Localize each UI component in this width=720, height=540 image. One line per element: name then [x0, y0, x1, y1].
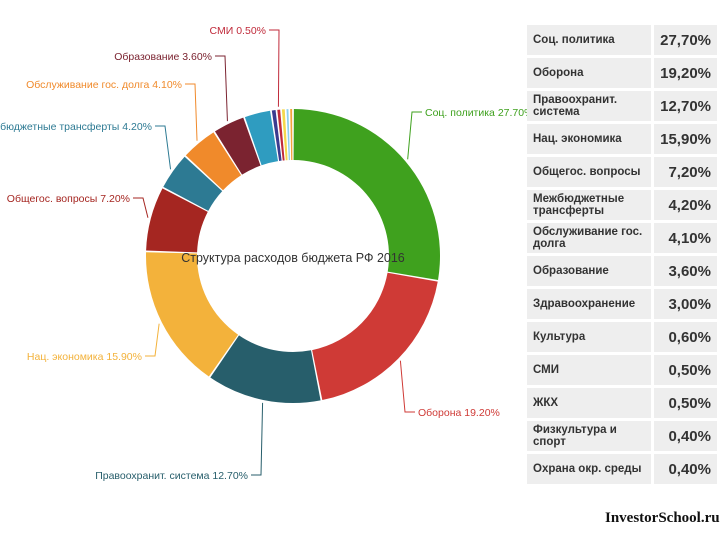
table-row: Правоохранит. система 12,70% — [527, 91, 717, 121]
row-name: СМИ — [527, 355, 652, 385]
chart-title: Структура расходов бюджета РФ 2016 — [181, 251, 405, 265]
table-row: Нац. экономика 15,90% — [527, 124, 717, 154]
row-name: Образование — [527, 256, 652, 286]
slice-оборона — [312, 272, 438, 401]
row-value: 3,60% — [651, 256, 717, 286]
slice-label-соц-политика: Соц. политика 27.70% — [425, 107, 533, 119]
row-name: Соц. политика — [527, 25, 652, 55]
slice-физкультура-и-спорт — [286, 109, 291, 161]
budget-table-body: Соц. политика 27,70% Оборона 19,20% Правоохр… — [527, 25, 717, 484]
budget-table: Соц. политика 27,70% Оборона 19,20% Правоохр… — [527, 22, 717, 487]
slice-labels: Соц. политика 27.70% Оборона 19.20% Правоо… — [0, 25, 533, 482]
slice-культура — [271, 110, 282, 162]
table-row: Образование 3,60% — [527, 256, 717, 286]
row-value: 19,20% — [651, 58, 717, 88]
table-row: Общегос. вопросы 7,20% — [527, 157, 717, 187]
leader-line-образование — [215, 55, 228, 122]
table-row: Физкультура и спорт 0,40% — [527, 421, 717, 451]
row-name: ЖКХ — [527, 388, 652, 418]
row-name: Культура — [527, 322, 652, 352]
slice-label-сми: СМИ 0.50% — [210, 25, 266, 37]
table-row: ЖКХ 0,50% — [527, 388, 717, 418]
slice-жкх — [281, 109, 288, 161]
leader-line-межбюджетные-трансферты — [155, 125, 172, 170]
table-row: Охрана окр. среды 0,40% — [527, 454, 717, 484]
row-value: 0,50% — [651, 388, 717, 418]
row-name: Здравоохранение — [527, 289, 652, 319]
leader-line-сми — [269, 29, 280, 107]
row-value: 0,40% — [651, 421, 717, 451]
table-row: Обслуживание гос. долга 4,10% — [527, 223, 717, 253]
leader-line-оборона — [399, 360, 415, 413]
row-name: Обслуживание гос. долга — [527, 223, 652, 253]
table-row: СМИ 0,50% — [527, 355, 717, 385]
row-value: 4,20% — [651, 190, 717, 220]
table-row: Здравоохранение 3,00% — [527, 289, 717, 319]
slice-label-правоохранит-система: Правоохранит. система 12.70% — [95, 470, 248, 482]
slice-охрана-окр-среды — [290, 109, 293, 161]
row-value: 0,60% — [651, 322, 717, 352]
leader-line-обслуживание-гос-долга — [185, 83, 198, 141]
leader-line-правоохранит-система — [251, 402, 264, 476]
slice-label-нац-экономика: Нац. экономика 15.90% — [27, 351, 142, 363]
donut-slices — [146, 109, 441, 403]
slice-общегос-вопросы — [146, 188, 208, 253]
leader-line-общегос-вопросы — [133, 197, 149, 218]
slice-label-обслуживание-гос-долга: Обслуживание гос. долга 4.10% — [26, 79, 182, 91]
table-row: Соц. политика 27,70% — [527, 25, 717, 55]
row-value: 27,70% — [651, 25, 717, 55]
leader-line-соц-политика — [407, 111, 422, 160]
row-value: 0,40% — [651, 454, 717, 484]
slice-нац-экономика — [146, 252, 239, 377]
table-row: Межбюджетные трансферты 4,20% — [527, 190, 717, 220]
watermark: InvestorSchool.ru — [605, 510, 720, 526]
row-name: Нац. экономика — [527, 124, 652, 154]
table-row: Культура 0,60% — [527, 322, 717, 352]
row-value: 0,50% — [651, 355, 717, 385]
row-name: Охрана окр. среды — [527, 454, 652, 484]
row-value: 15,90% — [651, 124, 717, 154]
row-value: 7,20% — [651, 157, 717, 187]
slice-здравоохранение — [244, 110, 279, 166]
slice-соц-политика — [293, 109, 441, 280]
row-name: Правоохранит. система — [527, 91, 652, 121]
slice-правоохранит-система — [210, 335, 321, 403]
table-row: Оборона 19,20% — [527, 58, 717, 88]
leader-line-нац-экономика — [145, 323, 160, 357]
row-name: Физкультура и спорт — [527, 421, 652, 451]
slice-label-оборона: Оборона 19.20% — [418, 407, 500, 419]
row-name: Оборона — [527, 58, 652, 88]
row-value: 3,00% — [651, 289, 717, 319]
row-value: 4,10% — [651, 223, 717, 253]
slice-обслуживание-гос-долга — [185, 132, 242, 191]
row-name: Межбюджетные трансферты — [527, 190, 652, 220]
slice-label-межбюджетные-трансферты: Межбюджетные трансферты 4.20% — [0, 121, 152, 133]
row-name: Общегос. вопросы — [527, 157, 652, 187]
slice-label-общегос-вопросы: Общегос. вопросы 7.20% — [7, 193, 130, 205]
slice-межбюджетные-трансферты — [163, 156, 223, 211]
row-value: 12,70% — [651, 91, 717, 121]
slice-label-образование: Образование 3.60% — [114, 51, 212, 63]
slice-образование — [214, 117, 261, 175]
slice-сми — [277, 109, 285, 161]
